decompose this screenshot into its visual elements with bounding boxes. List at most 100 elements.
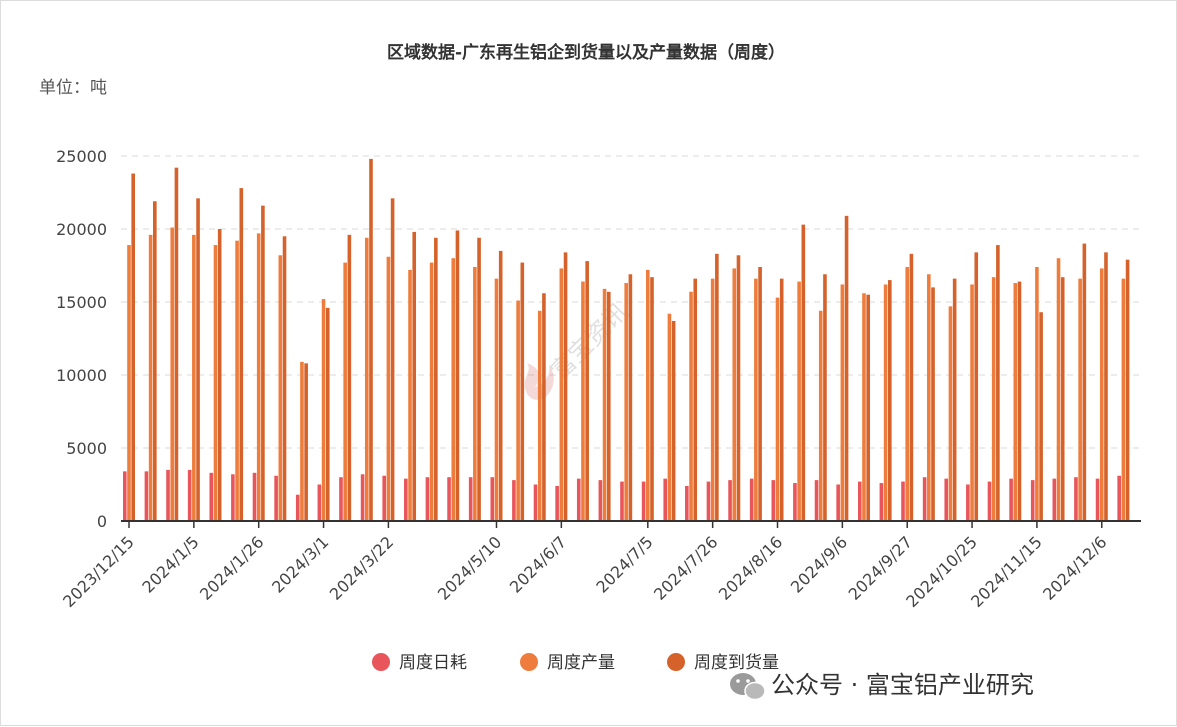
- bar: [801, 224, 806, 521]
- bar: [685, 485, 689, 521]
- bar: [455, 230, 460, 521]
- bar: [909, 253, 914, 521]
- watermark-text: 富宝资讯: [545, 298, 633, 386]
- x-tick-label: 2024/1/26: [196, 532, 267, 603]
- bar: [317, 484, 322, 521]
- bar: [693, 278, 698, 521]
- x-tick-label: 2024/3/22: [326, 532, 397, 603]
- x-tick-label: 2023/12/15: [59, 532, 138, 611]
- bar: [537, 310, 542, 521]
- bar: [585, 261, 589, 521]
- bar: [732, 268, 737, 521]
- bar: [844, 215, 849, 522]
- bar: [1074, 477, 1078, 521]
- bar: [728, 480, 732, 521]
- bar: [498, 250, 503, 521]
- y-tick-labels: 0 5000 10000 15000 20000 25000: [56, 147, 107, 531]
- bar: [779, 278, 784, 521]
- bar: [148, 234, 153, 521]
- bar: [278, 255, 283, 521]
- bar: [187, 469, 192, 521]
- bar: [1056, 258, 1061, 521]
- bar: [412, 231, 417, 522]
- x-tick-label: 2024/6/7: [506, 532, 570, 596]
- chart-title: 区域数据-广东再生铝企到货量以及产量数据（周度）: [387, 42, 785, 63]
- y-tick-label: 20000: [56, 220, 107, 239]
- bar: [490, 477, 495, 521]
- bar: [144, 471, 149, 521]
- bar: [369, 158, 373, 522]
- bar: [364, 237, 369, 521]
- bar: [1052, 478, 1057, 521]
- x-tick-label: 2024/8/16: [715, 532, 786, 603]
- bar: [127, 245, 131, 521]
- x-tick-label: 2024/7/26: [650, 532, 721, 603]
- bar: [1017, 281, 1022, 521]
- bar: [996, 245, 1000, 521]
- bar: [646, 269, 650, 521]
- bar: [282, 236, 287, 522]
- bar: [758, 266, 762, 521]
- bar: [736, 255, 741, 521]
- bar: [663, 478, 668, 521]
- bar: [671, 320, 676, 521]
- bar: [576, 478, 581, 521]
- bar: [931, 287, 935, 521]
- bar: [1030, 480, 1035, 521]
- bar: [667, 313, 672, 521]
- bar: [771, 480, 776, 521]
- bar: [1060, 277, 1065, 521]
- bar: [749, 478, 754, 521]
- bar: [689, 291, 693, 521]
- bar: [123, 471, 127, 521]
- bar: [274, 475, 278, 521]
- bar: [905, 266, 910, 521]
- bar: [706, 481, 711, 521]
- bar: [196, 198, 200, 521]
- bar: [213, 245, 218, 521]
- bar: [641, 481, 646, 521]
- bar: [494, 278, 499, 521]
- bar: [256, 233, 261, 521]
- bar: [922, 477, 927, 521]
- bar: [862, 293, 866, 521]
- bar: [1117, 475, 1121, 521]
- bar: [944, 478, 949, 521]
- bar: [814, 480, 819, 521]
- y-tick-label: 25000: [56, 147, 107, 166]
- bar: [209, 472, 214, 521]
- bar: [386, 256, 391, 521]
- bar: [710, 278, 715, 521]
- bar: [261, 205, 265, 521]
- bar: [1104, 252, 1108, 522]
- bar: [300, 361, 304, 521]
- legend-marker: [667, 653, 685, 671]
- bar: [823, 274, 827, 521]
- bar: [974, 252, 979, 522]
- bar: [339, 477, 343, 521]
- bar: [602, 288, 607, 521]
- bar: [927, 274, 931, 521]
- bar: [559, 268, 564, 521]
- x-tick-label: 2024/12/6: [1039, 532, 1110, 603]
- bar: [166, 469, 170, 521]
- bar: [516, 300, 520, 521]
- bar: [451, 258, 456, 521]
- bar: [775, 297, 780, 521]
- x-tick-label: 2024/3/1: [268, 532, 332, 596]
- axes: [121, 520, 1141, 528]
- bar: [754, 278, 758, 521]
- legend-marker: [372, 653, 390, 671]
- bar: [555, 485, 559, 521]
- bar: [542, 293, 546, 521]
- bar: [866, 294, 870, 521]
- bar: [235, 240, 239, 521]
- bar: [620, 481, 624, 521]
- bar: [793, 483, 797, 521]
- bar: [447, 477, 451, 521]
- bar: [473, 266, 477, 521]
- bar: [606, 291, 611, 521]
- bar: [382, 475, 386, 521]
